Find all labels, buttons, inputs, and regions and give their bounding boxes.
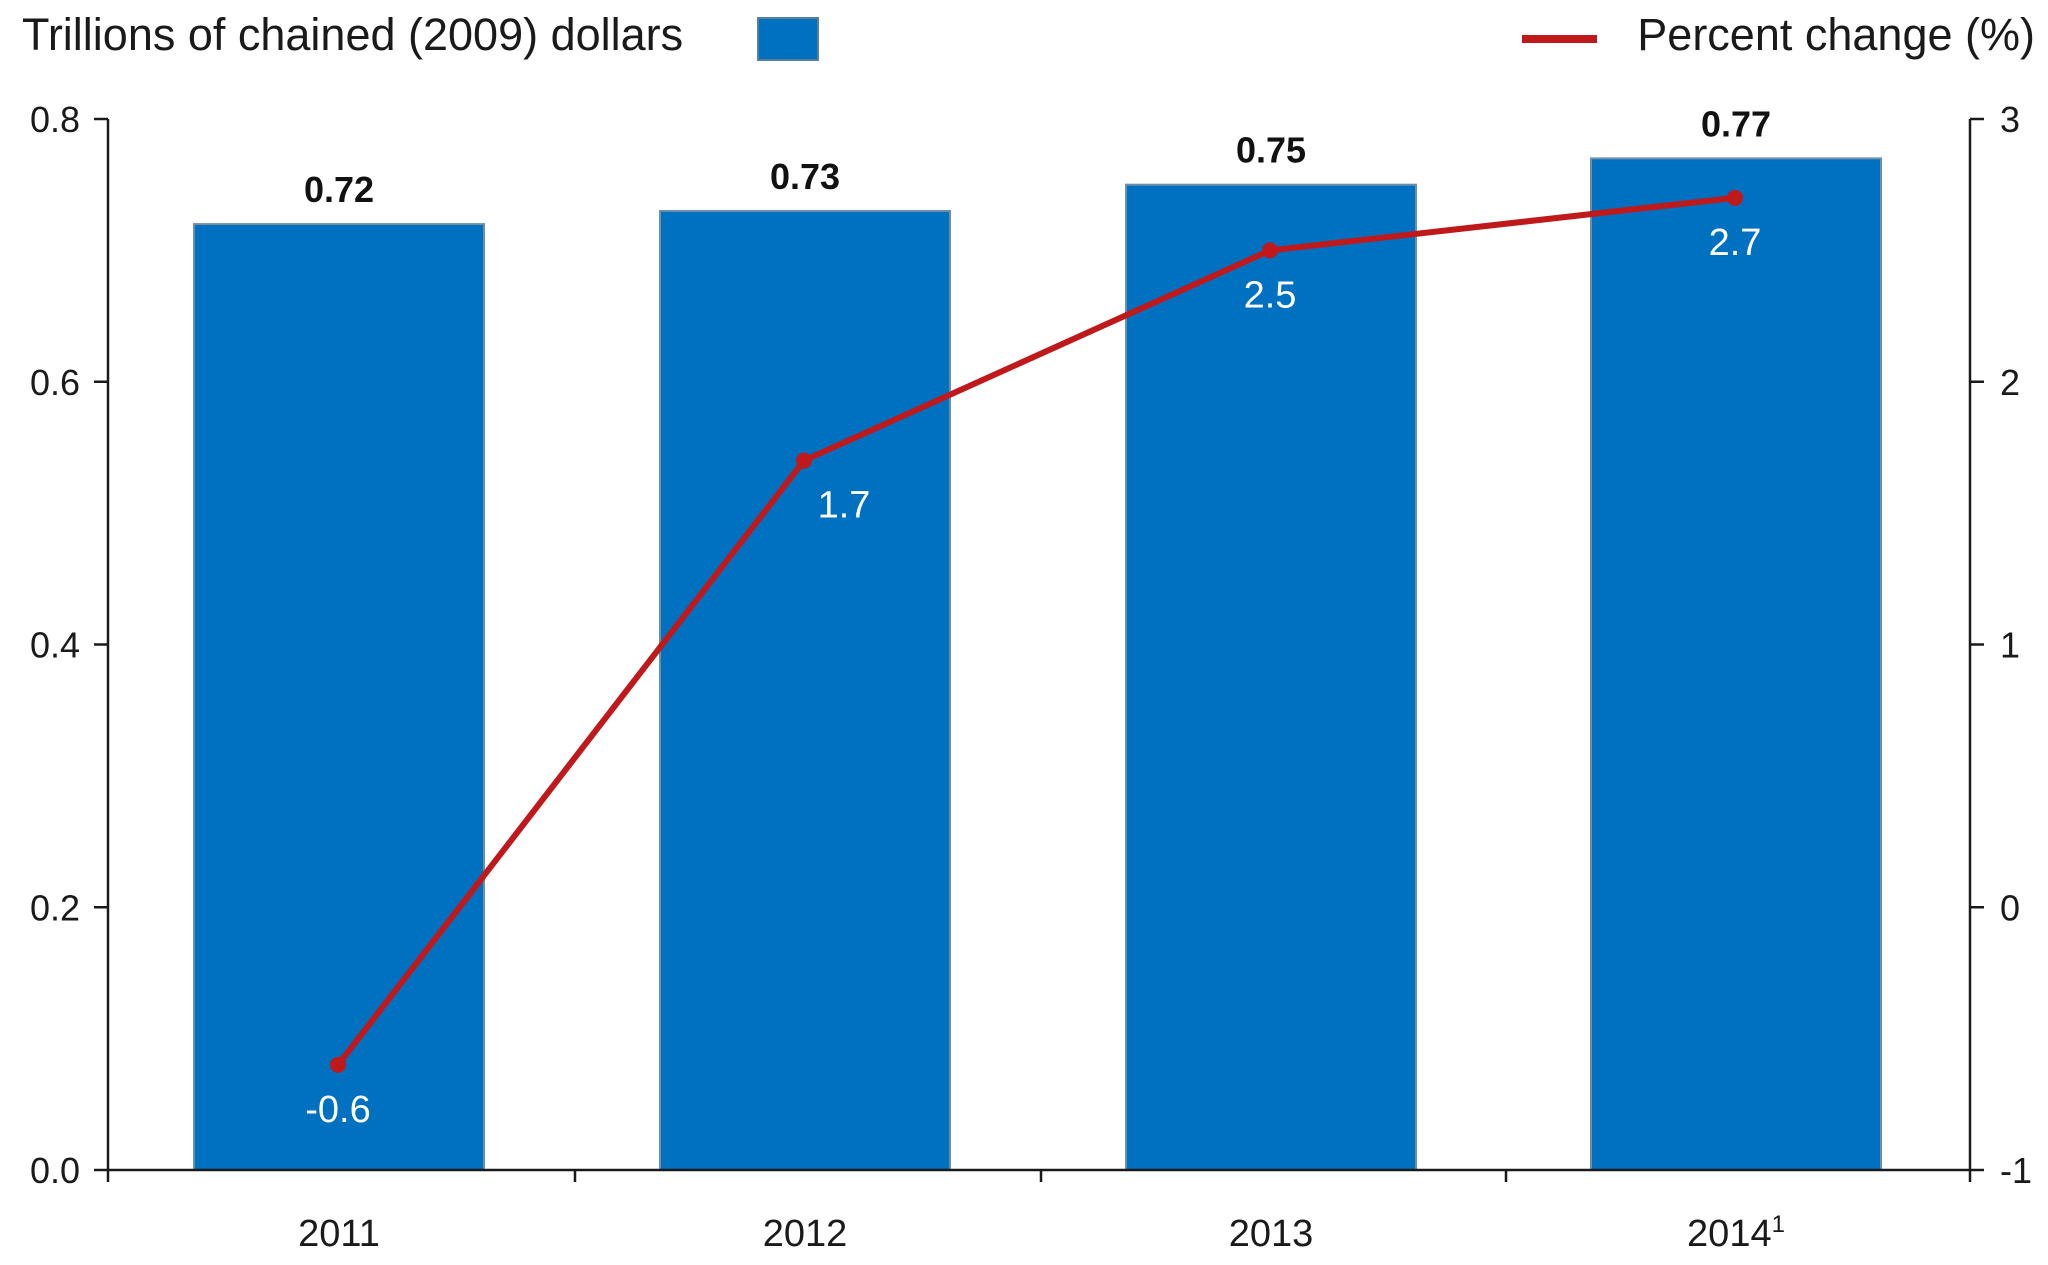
left-tick-label: 0.4 bbox=[30, 625, 80, 666]
line-point bbox=[1262, 242, 1278, 259]
labels-layer: 0.72 0.73 0.75 0.77 -0.6 1.7 2.5 2.7 bbox=[304, 103, 1771, 1130]
axes-layer: 0.0 0.2 0.4 0.6 0.8 -1 0 1 2 3 2011 2012 2013 20141 bbox=[30, 99, 2032, 1255]
line-value-label: 2.7 bbox=[1709, 222, 1762, 264]
bar-value-label: 0.73 bbox=[770, 156, 840, 197]
right-tick-label: -1 bbox=[2000, 1150, 2032, 1191]
line-value-label: 1.7 bbox=[818, 485, 871, 527]
bars-layer bbox=[193, 157, 1882, 1172]
bar-value-label: 0.75 bbox=[1236, 130, 1306, 171]
bar-value-label: 0.72 bbox=[304, 169, 374, 210]
right-tick-label: 1 bbox=[2000, 625, 2020, 666]
x-tick-label: 20141 bbox=[1687, 1211, 1785, 1255]
x-tick-label: 2012 bbox=[763, 1213, 848, 1255]
line-point bbox=[796, 452, 812, 469]
bar bbox=[193, 223, 485, 1172]
x-tick-label: 2013 bbox=[1229, 1213, 1314, 1255]
line-point bbox=[330, 1056, 346, 1073]
line-value-label: 2.5 bbox=[1244, 274, 1297, 316]
bar bbox=[1125, 183, 1417, 1171]
legend-label-line: Percent change (%) bbox=[1637, 9, 2035, 60]
right-tick-label: 2 bbox=[2000, 362, 2020, 403]
bar bbox=[1590, 157, 1882, 1172]
legend-label-bars: Trillions of chained (2009) dollars bbox=[22, 9, 683, 60]
bar bbox=[659, 209, 951, 1171]
percent-change-line bbox=[335, 194, 1736, 1067]
right-tick-label: 0 bbox=[2000, 887, 2020, 928]
left-tick-label: 0.0 bbox=[30, 1150, 80, 1191]
legend-swatch-bars bbox=[757, 17, 819, 61]
left-tick-label: 0.2 bbox=[30, 887, 80, 928]
right-tick-label: 3 bbox=[2000, 99, 2020, 140]
line-layer bbox=[330, 189, 1743, 1073]
line-value-label: -0.6 bbox=[305, 1089, 370, 1131]
left-tick-label: 0.6 bbox=[30, 362, 80, 403]
left-tick-label: 0.8 bbox=[30, 99, 80, 140]
legend: Trillions of chained (2009) dollars Perce… bbox=[22, 9, 2035, 61]
bar-value-label: 0.77 bbox=[1701, 103, 1771, 144]
line-point bbox=[1727, 189, 1743, 206]
x-tick-label: 2011 bbox=[298, 1213, 380, 1255]
